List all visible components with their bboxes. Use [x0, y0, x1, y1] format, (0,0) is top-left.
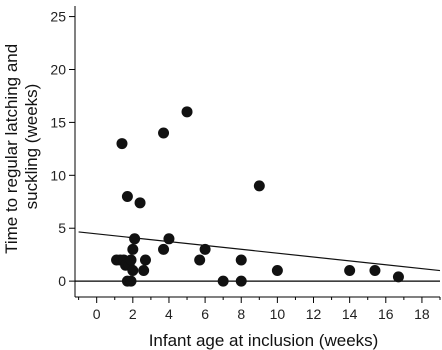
x-tick-label: 0	[93, 306, 101, 322]
y-tick-label: 15	[50, 114, 66, 130]
x-tick-label: 2	[129, 306, 137, 322]
data-point	[194, 254, 206, 266]
x-tick-label: 8	[237, 306, 245, 322]
data-point	[121, 190, 133, 202]
x-tick-label: 12	[306, 306, 322, 322]
data-point	[235, 254, 247, 266]
data-point	[158, 243, 170, 255]
data-point	[344, 265, 356, 277]
data-point	[129, 233, 141, 245]
y-axis-title-line-1: Time to regular latching and	[2, 44, 21, 254]
data-point	[392, 271, 404, 283]
x-tick-label: 14	[342, 306, 358, 322]
data-point	[369, 265, 381, 277]
y-tick-label: 25	[50, 9, 66, 25]
data-point	[217, 275, 229, 287]
data-points	[111, 106, 404, 287]
x-axis-title: Infant age at inclusion (weeks)	[149, 331, 379, 350]
x-tick-label: 4	[165, 306, 173, 322]
data-point	[235, 275, 247, 287]
y-tick-label: 20	[50, 61, 66, 77]
x-tick-label: 6	[201, 306, 209, 322]
data-point	[253, 180, 265, 192]
y-axis-title: Time to regular latching and suckling (w…	[2, 39, 41, 254]
data-point	[181, 106, 193, 118]
y-tick-label: 0	[58, 273, 66, 289]
y-tick-label: 5	[58, 220, 66, 236]
data-point	[271, 265, 283, 277]
x-tick-label: 10	[270, 306, 286, 322]
y-tick-label: 10	[50, 167, 66, 183]
data-point	[116, 138, 128, 150]
data-point	[125, 254, 137, 266]
data-point	[138, 265, 150, 277]
data-point	[139, 254, 151, 266]
x-tick-label: 18	[414, 306, 430, 322]
x-tick-label: 16	[378, 306, 394, 322]
data-point	[125, 275, 137, 287]
data-point	[199, 243, 211, 255]
data-point	[134, 197, 146, 209]
y-axis-title-line-2: suckling (weeks)	[22, 84, 41, 210]
data-point	[163, 233, 175, 245]
data-point	[127, 265, 139, 277]
data-point	[158, 127, 170, 139]
axes: 0 5 10 15 20 25 0 2 4 6 8 10 12 14 16 18	[50, 6, 441, 322]
data-point	[127, 243, 139, 255]
